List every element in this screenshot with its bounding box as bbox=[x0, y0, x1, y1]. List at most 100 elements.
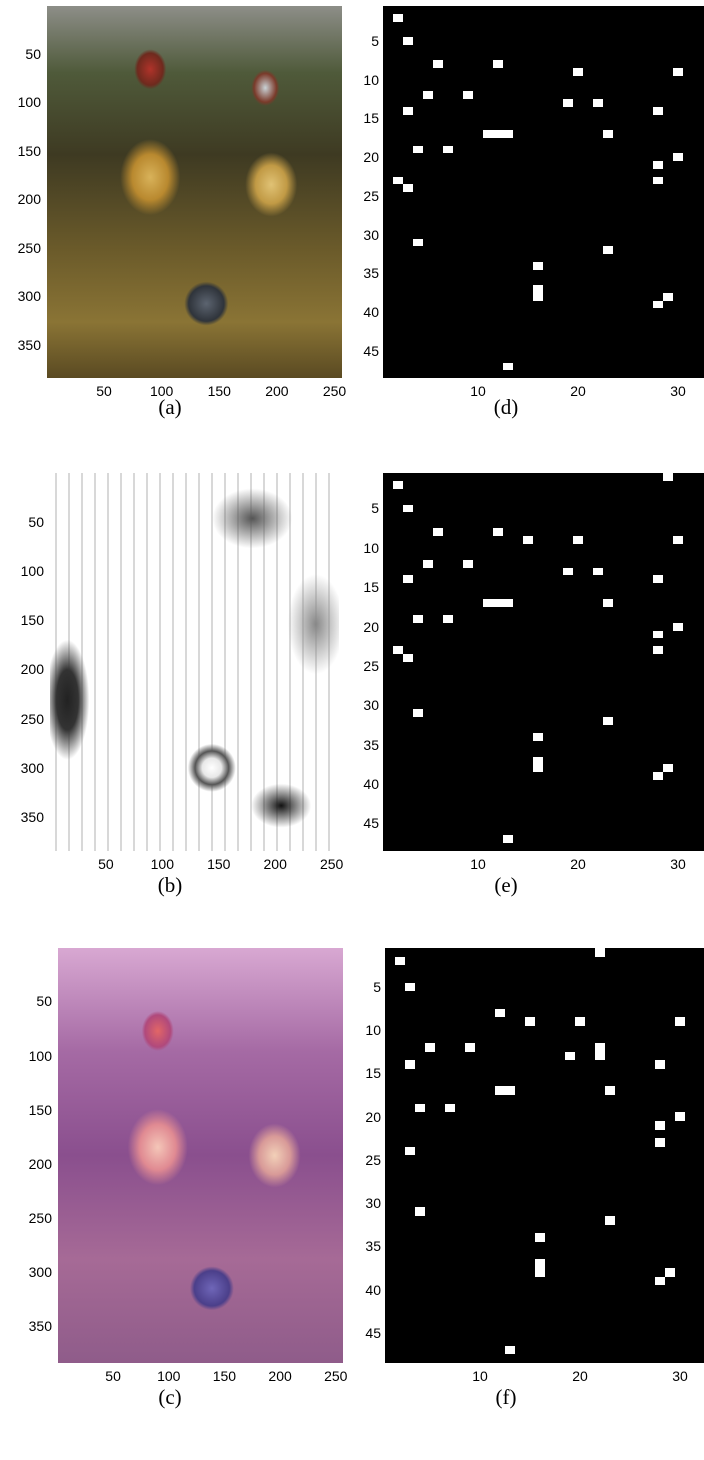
heatmap-cell bbox=[665, 1267, 675, 1277]
y-tick-label: 10 bbox=[363, 71, 379, 88]
heatmap-cell bbox=[593, 567, 603, 576]
y-tick-label: 300 bbox=[17, 288, 41, 305]
heatmap-cell bbox=[595, 948, 605, 957]
heatmap-cell bbox=[525, 1017, 535, 1026]
heatmap-cell bbox=[463, 91, 473, 99]
heatmap-cell bbox=[523, 536, 533, 544]
y-tick-label: 5 bbox=[373, 978, 381, 995]
heatmap-cell bbox=[415, 1103, 425, 1113]
heatmap-cell bbox=[575, 1017, 585, 1026]
y-tick-label: 300 bbox=[28, 1263, 52, 1280]
caption-e: (e) bbox=[494, 873, 518, 897]
heatmap-cell bbox=[493, 528, 503, 536]
heatmap-cell bbox=[465, 1043, 475, 1052]
x-tick-label: 20 bbox=[570, 383, 586, 399]
y-tick-label: 15 bbox=[363, 579, 379, 596]
heatmap-cell bbox=[593, 99, 603, 107]
heatmap-cell bbox=[673, 68, 683, 76]
heatmap-cell bbox=[403, 575, 413, 584]
heatmap-cell bbox=[653, 630, 663, 639]
heatmap-cell bbox=[405, 982, 415, 992]
heatmap-cell bbox=[505, 1345, 515, 1355]
caption-a: (a) bbox=[158, 395, 182, 419]
heatmap-cell bbox=[423, 559, 433, 568]
heatmap-cell bbox=[653, 161, 663, 169]
heatmap-cell bbox=[413, 614, 423, 623]
y-tick-label: 35 bbox=[363, 736, 379, 753]
heatmap-cell bbox=[533, 764, 543, 773]
heatmap-cell bbox=[675, 1017, 685, 1026]
heatmap-cell bbox=[533, 261, 543, 270]
heatmap-cell bbox=[663, 764, 673, 773]
heatmap-cell bbox=[655, 1120, 665, 1130]
heatmap-cell bbox=[653, 772, 663, 781]
heatmap-cell bbox=[493, 599, 503, 607]
heatmap-cell bbox=[503, 130, 513, 138]
x-tick-label: 10 bbox=[470, 856, 486, 872]
x-tick-label: 100 bbox=[150, 856, 174, 872]
heatmap-cell bbox=[413, 145, 423, 154]
heatmap-cell bbox=[563, 567, 573, 576]
y-tick-label: 30 bbox=[363, 226, 379, 243]
x-tick-label: 200 bbox=[265, 383, 289, 399]
y-tick-label: 100 bbox=[28, 1047, 52, 1064]
y-tick-label: 10 bbox=[365, 1022, 381, 1039]
heatmap-cell bbox=[565, 1051, 575, 1061]
heatmap-cell bbox=[605, 1216, 615, 1225]
y-tick-label: 30 bbox=[365, 1195, 381, 1212]
heatmap-cell bbox=[655, 1276, 665, 1286]
heatmap-cell bbox=[535, 1233, 545, 1242]
heatmap-cell bbox=[443, 145, 453, 154]
x-tick-label: 30 bbox=[672, 1368, 688, 1384]
y-tick-label: 250 bbox=[17, 239, 41, 256]
heatmap-cell bbox=[563, 99, 573, 107]
x-tick-label: 200 bbox=[268, 1368, 292, 1384]
y-tick-label: 350 bbox=[17, 336, 41, 353]
heatmap-cell bbox=[673, 536, 683, 544]
heatmap-cell bbox=[675, 1112, 685, 1121]
heatmap-e bbox=[383, 473, 704, 851]
y-tick-label: 40 bbox=[363, 304, 379, 321]
y-tick-label: 5 bbox=[371, 500, 379, 517]
heatmap-cell bbox=[653, 575, 663, 584]
heatmap-cell bbox=[653, 646, 663, 655]
heatmap-cell bbox=[483, 130, 493, 138]
heatmap-cell bbox=[463, 559, 473, 568]
y-tick-label: 45 bbox=[363, 342, 379, 359]
heatmap-cell bbox=[405, 1060, 415, 1070]
y-tick-label: 150 bbox=[20, 612, 44, 629]
y-tick-label: 5 bbox=[371, 32, 379, 49]
heatmap-cell bbox=[655, 1060, 665, 1070]
heatmap-cell bbox=[423, 91, 433, 99]
x-tick-label: 150 bbox=[207, 856, 231, 872]
y-tick-label: 150 bbox=[17, 142, 41, 159]
x-tick-label: 20 bbox=[572, 1368, 588, 1384]
y-tick-label: 350 bbox=[28, 1317, 52, 1334]
heatmap-cell bbox=[535, 1259, 545, 1268]
x-tick-label: 250 bbox=[324, 1368, 348, 1384]
y-tick-label: 250 bbox=[20, 710, 44, 727]
x-tick-label: 20 bbox=[570, 856, 586, 872]
x-tick-label: 100 bbox=[157, 1368, 181, 1384]
y-tick-label: 200 bbox=[28, 1155, 52, 1172]
y-tick-label: 45 bbox=[363, 815, 379, 832]
x-tick-label: 30 bbox=[670, 383, 686, 399]
photo-c bbox=[58, 948, 343, 1363]
heatmap-cell bbox=[533, 292, 543, 301]
y-tick-label: 50 bbox=[28, 513, 44, 530]
heatmap-cell bbox=[603, 599, 613, 607]
y-tick-label: 25 bbox=[363, 657, 379, 674]
heatmap-f bbox=[385, 948, 704, 1363]
heatmap-cell bbox=[533, 756, 543, 765]
heatmap-cell bbox=[603, 246, 613, 254]
caption-b: (b) bbox=[157, 873, 183, 897]
heatmap-cell bbox=[495, 1086, 505, 1095]
photo-b bbox=[50, 473, 339, 851]
heatmap-d bbox=[383, 6, 704, 378]
y-tick-label: 15 bbox=[363, 110, 379, 127]
x-tick-label: 250 bbox=[319, 856, 344, 872]
heatmap-cell bbox=[673, 153, 683, 161]
y-tick-label: 150 bbox=[28, 1101, 52, 1118]
heatmap-cell bbox=[573, 536, 583, 544]
x-tick-label: 250 bbox=[322, 383, 347, 399]
